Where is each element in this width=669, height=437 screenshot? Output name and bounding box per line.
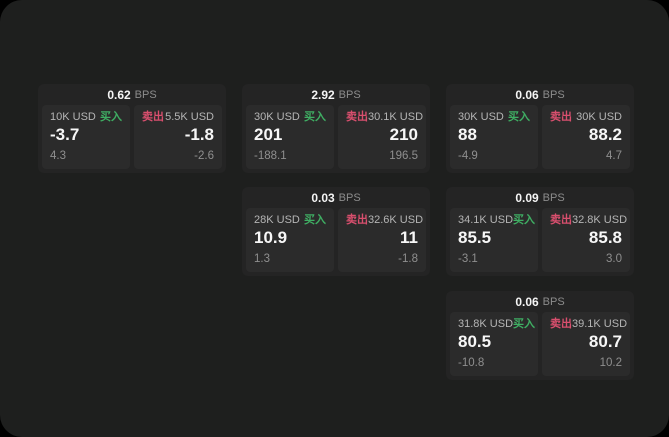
sell-delta: -1.8 (398, 253, 418, 265)
sell-side-label: 卖出 (142, 111, 164, 123)
sell-amount: 39.1K USD (572, 318, 628, 330)
sell-price: 80.7 (588, 332, 622, 351)
buy-amount: 31.8K USD (458, 318, 514, 330)
sell-side-label: 卖出 (346, 111, 368, 123)
sell-quote-panel[interactable]: 卖出 32.6K USD 11 -1.8 (338, 208, 426, 272)
bps-unit-label: BPS (338, 88, 361, 101)
bps-unit-label: BPS (542, 295, 565, 308)
buy-amount: 30K USD (458, 111, 504, 123)
buy-delta: -10.8 (458, 357, 485, 369)
buy-side-label: 买入 (304, 214, 326, 226)
quote-card-5: 0.09 BPS 34.1K USD 买入 85.5 -3.1 卖出 32.8K… (446, 187, 634, 276)
sell-amount: 30K USD (576, 111, 622, 123)
buy-amount: 28K USD (254, 214, 300, 226)
quote-card-6: 0.06 BPS 31.8K USD 买入 80.5 -10.8 卖出 39.1… (446, 291, 634, 380)
sell-quote-panel[interactable]: 卖出 32.8K USD 85.8 3.0 (542, 208, 630, 272)
sell-amount: 32.8K USD (572, 214, 628, 226)
bps-value: 0.09 (515, 190, 539, 205)
sell-delta: 3.0 (606, 253, 622, 265)
sell-price: 88.2 (588, 125, 622, 144)
buy-delta: 4.3 (50, 150, 66, 162)
bps-value: 0.62 (107, 87, 131, 102)
sell-side-label: 卖出 (550, 318, 572, 330)
buy-side-label: 买入 (513, 318, 536, 330)
sell-price: 11 (400, 228, 418, 247)
sell-delta: 10.2 (599, 357, 622, 369)
sell-amount: 30.1K USD (368, 111, 424, 123)
sell-side-label: 卖出 (550, 214, 572, 226)
sell-price: 85.8 (588, 228, 622, 247)
buy-delta: 1.3 (254, 253, 270, 265)
card-bps-header: 2.92 BPS (246, 84, 426, 105)
buy-price: 88 (458, 125, 477, 144)
card-bps-header: 0.06 BPS (450, 84, 630, 105)
quote-card-4: 0.03 BPS 28K USD 买入 10.9 1.3 卖出 32.6K US… (242, 187, 430, 276)
quote-card-3: 0.06 BPS 30K USD 买入 88 -4.9 卖出 30K USD 8… (446, 84, 634, 173)
bps-value: 0.03 (311, 190, 335, 205)
buy-delta: -4.9 (458, 150, 478, 162)
sell-delta: 4.7 (606, 150, 622, 162)
buy-quote-panel[interactable]: 10K USD 买入 -3.7 4.3 (42, 105, 130, 169)
buy-delta: -3.1 (458, 253, 478, 265)
sell-amount: 32.6K USD (368, 214, 424, 226)
buy-price: 201 (254, 125, 283, 144)
buy-delta: -188.1 (254, 150, 287, 162)
buy-price: 10.9 (254, 228, 288, 247)
buy-amount: 34.1K USD (458, 214, 514, 226)
card-bps-header: 0.62 BPS (42, 84, 222, 105)
buy-amount: 10K USD (50, 111, 96, 123)
sell-side-label: 卖出 (346, 214, 368, 226)
buy-price: -3.7 (50, 125, 80, 144)
sell-side-label: 卖出 (550, 111, 572, 123)
sell-quote-panel[interactable]: 卖出 30K USD 88.2 4.7 (542, 105, 630, 169)
bps-unit-label: BPS (338, 191, 361, 204)
sell-delta: 196.5 (389, 150, 418, 162)
buy-side-label: 买入 (513, 214, 536, 226)
buy-side-label: 买入 (100, 111, 122, 123)
buy-price: 85.5 (458, 228, 492, 247)
bps-unit-label: BPS (542, 88, 565, 101)
sell-price: -1.8 (184, 125, 214, 144)
buy-quote-panel[interactable]: 30K USD 买入 88 -4.9 (450, 105, 538, 169)
sell-amount: 5.5K USD (165, 111, 214, 123)
card-bps-header: 0.03 BPS (246, 187, 426, 208)
quote-card-2: 2.92 BPS 30K USD 买入 201 -188.1 卖出 30.1K … (242, 84, 430, 173)
sell-quote-panel[interactable]: 卖出 39.1K USD 80.7 10.2 (542, 312, 630, 376)
buy-price: 80.5 (458, 332, 492, 351)
bps-unit-label: BPS (134, 88, 157, 101)
bps-unit-label: BPS (542, 191, 565, 204)
buy-side-label: 买入 (508, 111, 530, 123)
sell-quote-panel[interactable]: 卖出 30.1K USD 210 196.5 (338, 105, 426, 169)
buy-amount: 30K USD (254, 111, 300, 123)
buy-quote-panel[interactable]: 30K USD 买入 201 -188.1 (246, 105, 334, 169)
buy-side-label: 买入 (304, 111, 326, 123)
sell-quote-panel[interactable]: 卖出 5.5K USD -1.8 -2.6 (134, 105, 222, 169)
bps-value: 0.06 (515, 294, 539, 309)
bps-value: 0.06 (515, 87, 539, 102)
quote-card-1: 0.62 BPS 10K USD 买入 -3.7 4.3 卖出 5.5K USD… (38, 84, 226, 173)
card-bps-header: 0.09 BPS (450, 187, 630, 208)
card-bps-header: 0.06 BPS (450, 291, 630, 312)
bps-value: 2.92 (311, 87, 335, 102)
buy-quote-panel[interactable]: 28K USD 买入 10.9 1.3 (246, 208, 334, 272)
sell-price: 210 (389, 125, 418, 144)
buy-quote-panel[interactable]: 34.1K USD 买入 85.5 -3.1 (450, 208, 538, 272)
sell-delta: -2.6 (194, 150, 214, 162)
buy-quote-panel[interactable]: 31.8K USD 买入 80.5 -10.8 (450, 312, 538, 376)
